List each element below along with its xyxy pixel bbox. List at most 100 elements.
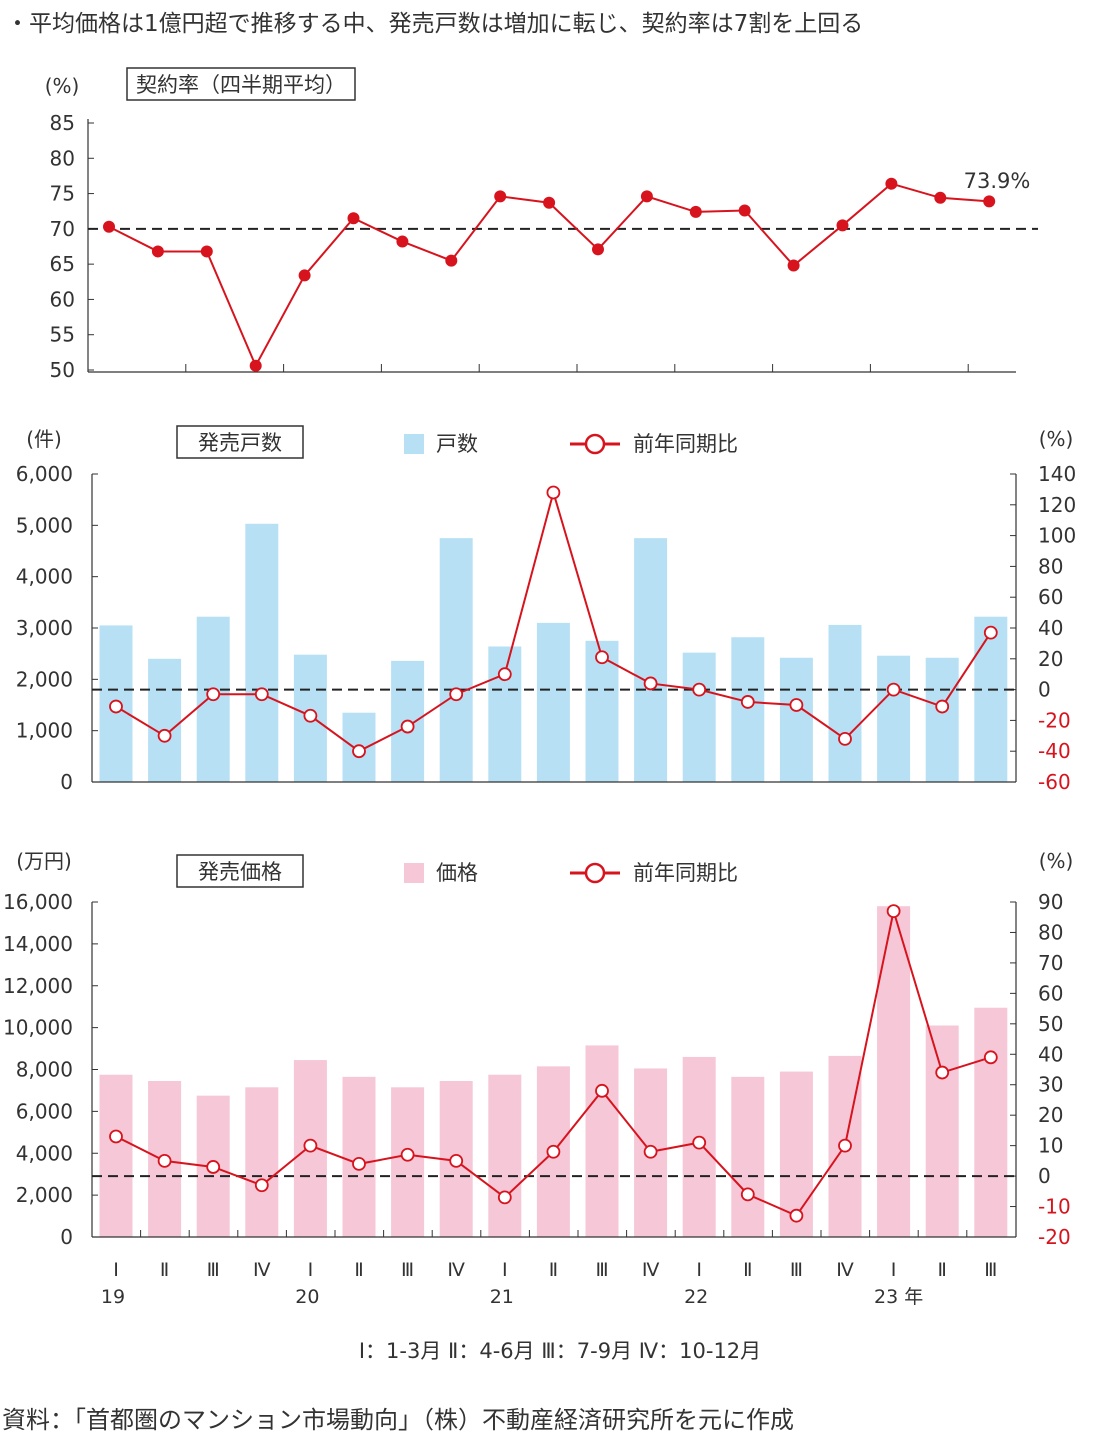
y-tick-label-left: 8,000 [16,1058,73,1082]
y-tick-label: 85 [50,111,75,135]
y-tick-label-right: 80 [1038,920,1063,944]
contract-rate-point [298,269,311,282]
contract-rate-point [103,220,115,233]
yoy-point [206,687,221,702]
y-unit-label-left: (件) [26,427,62,451]
contract-rate-point [983,195,996,208]
contract-rate-point [249,359,262,372]
yoy-point [206,1160,221,1174]
yoy-point [352,1157,366,1171]
y-tick-label-left: 4,000 [16,565,73,589]
year-label: 20 [295,1286,319,1308]
yoy-point [643,1144,658,1159]
yoy-point [789,698,804,712]
quarter-label: Ⅲ [595,1259,608,1281]
y-tick-label-right: 20 [1038,647,1063,671]
y-tick-label-right: 120 [1038,493,1076,517]
year-label: 22 [684,1286,708,1308]
y-tick-label: 65 [50,252,75,276]
bar [779,657,813,782]
y-tick-label-left: 12,000 [3,974,73,998]
y-tick-label-left: 2,000 [16,1183,73,1207]
bar [391,1087,425,1237]
y-tick-label-left: 16,000 [3,890,73,914]
bar [488,646,522,782]
price-chart: (万円) (%) 発売価格 価格 前年同期比 0 2,000 4,000 6,000 8,000 1… [3,849,1073,1249]
y-tick-label-left: 2,000 [16,667,73,691]
bar [974,616,1008,782]
bar [439,538,473,782]
source-note: 資料：「首都圏のマンション市場動向」（株）不動産経済研究所を元に作成 [2,1406,794,1434]
contract-rate-point [836,219,849,232]
yoy-point [692,682,707,697]
yoy-point [400,719,415,734]
headline: ・平均価格は1億円超で推移する中、発売戸数は増加に転じ、契約率は7割を上回る [6,11,864,37]
year-label: 21 [490,1286,514,1308]
yoy-point [303,708,318,723]
quarter-label: Ⅲ [401,1259,414,1281]
y-tick-label-left: 14,000 [3,932,73,956]
legend-line-marker [584,433,606,455]
y-tick-label-right: 60 [1038,981,1063,1005]
contract-rate-point [592,243,604,256]
yoy-point [157,728,172,743]
bar [245,1087,279,1237]
quarter-label: Ⅳ [642,1259,660,1281]
y-tick-label: 70 [50,217,75,241]
quarter-label: Ⅱ [354,1259,363,1281]
quarter-label: Ⅲ [984,1259,997,1281]
y-tick-label-right: 50 [1038,1012,1063,1036]
chart-title: 発売価格 [198,860,282,884]
legend-line-marker [584,862,606,884]
bar [925,657,959,782]
contract-rate-point [494,190,507,203]
legend-bar-swatch [404,863,424,883]
contract-rate-point [347,212,360,225]
yoy-point [789,1208,804,1223]
contract-rate-point [396,235,409,248]
quarter-axis: Ⅰ Ⅱ Ⅲ Ⅳ Ⅰ Ⅱ Ⅲ Ⅳ Ⅰ Ⅱ Ⅲ Ⅳ Ⅰ Ⅱ Ⅲ Ⅳ Ⅰ Ⅱ Ⅲ 19 20 21 22 23 年 [101,1230,997,1308]
contract-rate-point [640,190,653,203]
bar [925,1025,959,1237]
yoy-point [254,1178,269,1193]
y-tick-label: 50 [50,358,75,382]
legend-line-label: 前年同期比 [633,432,738,456]
bar [148,658,182,782]
y-tick-label-right: 20 [1038,1103,1063,1127]
bar [877,655,911,782]
bar [585,1045,619,1237]
y-tick-label-right: 100 [1038,524,1076,548]
y-tick-label-right: 40 [1038,616,1063,640]
y-tick-label: 60 [50,287,75,311]
y-tick-label-right: 70 [1038,951,1063,975]
yoy-point [449,687,464,702]
chart-title: 発売戸数 [198,431,282,455]
quarter-label: Ⅱ [160,1259,169,1281]
y-tick-label-right: 30 [1038,1073,1063,1097]
y-tick-label-right: -20 [1038,1225,1071,1249]
quarter-label: Ⅰ [502,1259,508,1281]
quarter-label: Ⅰ [891,1259,897,1281]
yoy-point [546,1144,561,1159]
yoy-point [886,904,901,919]
contract-rate-line [108,182,990,369]
title-box [176,854,304,888]
contract-rate-chart: (%) 契約率（四半期平均） 50 55 60 65 70 75 80 85 73.9% [45,67,1038,382]
quarter-label: Ⅰ [696,1259,702,1281]
y-tick-label-left: 10,000 [3,1016,73,1040]
y-tick-label-right: 0 [1038,1164,1051,1188]
yoy-point [740,1187,755,1202]
y-tick-label-right: 140 [1038,462,1076,486]
yoy-point [303,1138,318,1153]
bar [828,624,862,782]
yoy-point [546,485,561,500]
yoy-point [595,650,609,665]
bar [536,622,570,782]
y-tick-label: 80 [50,146,75,170]
y-tick-label-right: 0 [1038,678,1051,702]
quarter-label: Ⅳ [836,1259,854,1281]
contract-rate-point [787,259,800,272]
year-label: 23 年 [874,1286,923,1308]
yoy-point [352,744,366,759]
contract-rate-point [151,245,164,258]
